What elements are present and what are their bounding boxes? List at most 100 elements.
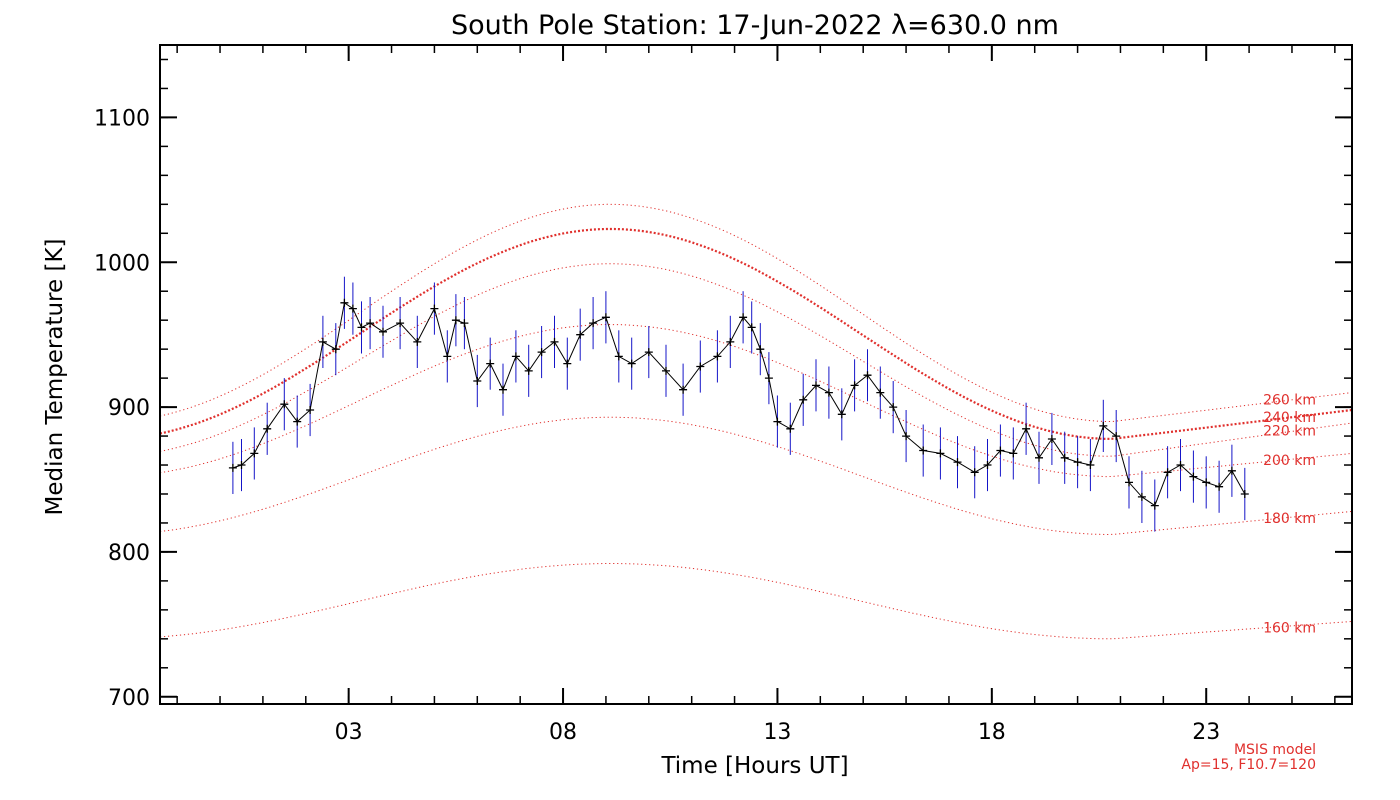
data-point xyxy=(280,400,289,409)
data-point xyxy=(563,359,572,368)
x-tick-label: 18 xyxy=(978,720,1006,745)
data-point xyxy=(889,403,898,412)
data-point xyxy=(357,323,366,332)
data-point xyxy=(756,345,765,354)
data-point xyxy=(1227,466,1236,475)
data-point xyxy=(824,388,833,397)
data-point xyxy=(786,424,795,433)
data-point xyxy=(486,359,495,368)
data-point xyxy=(1137,492,1146,501)
data-point xyxy=(1022,424,1031,433)
axes-frame: 03 08 13 18 23 700 800 900 1000 1100 xyxy=(94,44,1353,745)
y-axis-label: Median Temperature [K] xyxy=(42,239,68,516)
data-point xyxy=(396,319,405,328)
data-point xyxy=(1060,453,1069,462)
data-point xyxy=(576,330,585,339)
data-point xyxy=(614,352,623,361)
data-point xyxy=(379,327,387,336)
model-curve-260-km xyxy=(159,203,1353,423)
data-point xyxy=(537,348,546,357)
data-point xyxy=(970,468,979,477)
data-point xyxy=(1035,453,1043,462)
y-tick-label: 900 xyxy=(108,396,150,421)
data-point xyxy=(739,313,748,322)
data-point xyxy=(1112,432,1121,441)
x-tick-label: 08 xyxy=(549,720,577,745)
data-point xyxy=(713,352,722,361)
data-point xyxy=(1047,435,1056,443)
data-point xyxy=(451,316,460,325)
y-tick-label: 700 xyxy=(108,686,150,711)
data-point xyxy=(1125,478,1133,487)
data-point xyxy=(1215,482,1224,491)
model-curve-label-240-km: 240 km xyxy=(1263,410,1316,426)
data-point xyxy=(1073,458,1082,467)
data-point xyxy=(747,323,756,332)
x-tick-label: 13 xyxy=(763,720,791,745)
data-point xyxy=(902,432,911,441)
y-tick-label: 1000 xyxy=(94,251,150,276)
data-point xyxy=(696,362,705,371)
data-point xyxy=(863,371,872,380)
model-curve-200-km xyxy=(159,323,1353,478)
model-curve-label-220-km: 220 km xyxy=(1263,423,1316,439)
data-point xyxy=(430,304,439,313)
x-tick-label: 03 xyxy=(335,720,363,745)
data-point xyxy=(499,385,507,394)
data-point xyxy=(340,298,349,307)
data-point xyxy=(443,352,452,361)
data-point xyxy=(318,337,327,346)
data-point xyxy=(263,424,272,433)
data-point xyxy=(306,406,315,414)
data-point xyxy=(331,345,340,354)
data-point xyxy=(773,417,782,426)
model-curve-label-200-km: 200 km xyxy=(1263,453,1316,469)
data-point xyxy=(237,461,246,469)
y-tick-label: 800 xyxy=(108,541,150,566)
data-point xyxy=(679,385,688,394)
data-point xyxy=(764,374,773,383)
data-point xyxy=(524,366,533,375)
data-point xyxy=(812,381,820,390)
data-point xyxy=(953,458,962,467)
model-curve-label-180-km: 180 km xyxy=(1263,511,1316,527)
y-tick-label: 1100 xyxy=(94,106,150,131)
model-curve-180-km xyxy=(159,416,1353,536)
data-point xyxy=(996,446,1005,455)
data-point xyxy=(1240,490,1249,498)
data-point xyxy=(1086,461,1095,469)
x-tick-label: 23 xyxy=(1192,720,1220,745)
data-point xyxy=(983,461,992,469)
data-point xyxy=(250,449,259,458)
data-point xyxy=(460,319,469,328)
x-axis-label: Time [Hours UT] xyxy=(660,753,848,779)
data-point xyxy=(644,348,653,357)
model-name-label: MSIS model xyxy=(1234,742,1316,758)
data-point xyxy=(293,417,302,426)
plot-frame xyxy=(159,44,1353,705)
data-point xyxy=(627,359,636,368)
model-params-label: Ap=15, F10.7=120 xyxy=(1181,757,1316,773)
data-point xyxy=(348,304,357,313)
series-line xyxy=(232,301,1246,507)
data-point xyxy=(413,337,422,346)
data-point xyxy=(837,410,846,419)
data-point xyxy=(1099,421,1108,430)
data-point xyxy=(601,313,610,322)
data-point xyxy=(1176,461,1185,469)
data-point xyxy=(550,337,559,346)
data-point xyxy=(366,319,375,328)
data-point xyxy=(1189,472,1198,481)
data-point xyxy=(1163,468,1172,477)
data-point xyxy=(1202,478,1211,487)
data-point xyxy=(919,446,928,455)
data-point xyxy=(850,381,859,390)
model-curve-240-km xyxy=(159,227,1353,441)
data-point xyxy=(876,388,885,397)
data-point xyxy=(799,395,808,404)
model-curve-label-160-km: 160 km xyxy=(1263,621,1316,637)
data-point xyxy=(228,463,237,472)
data-point xyxy=(589,319,598,328)
model-curve-160-km xyxy=(159,563,1353,640)
